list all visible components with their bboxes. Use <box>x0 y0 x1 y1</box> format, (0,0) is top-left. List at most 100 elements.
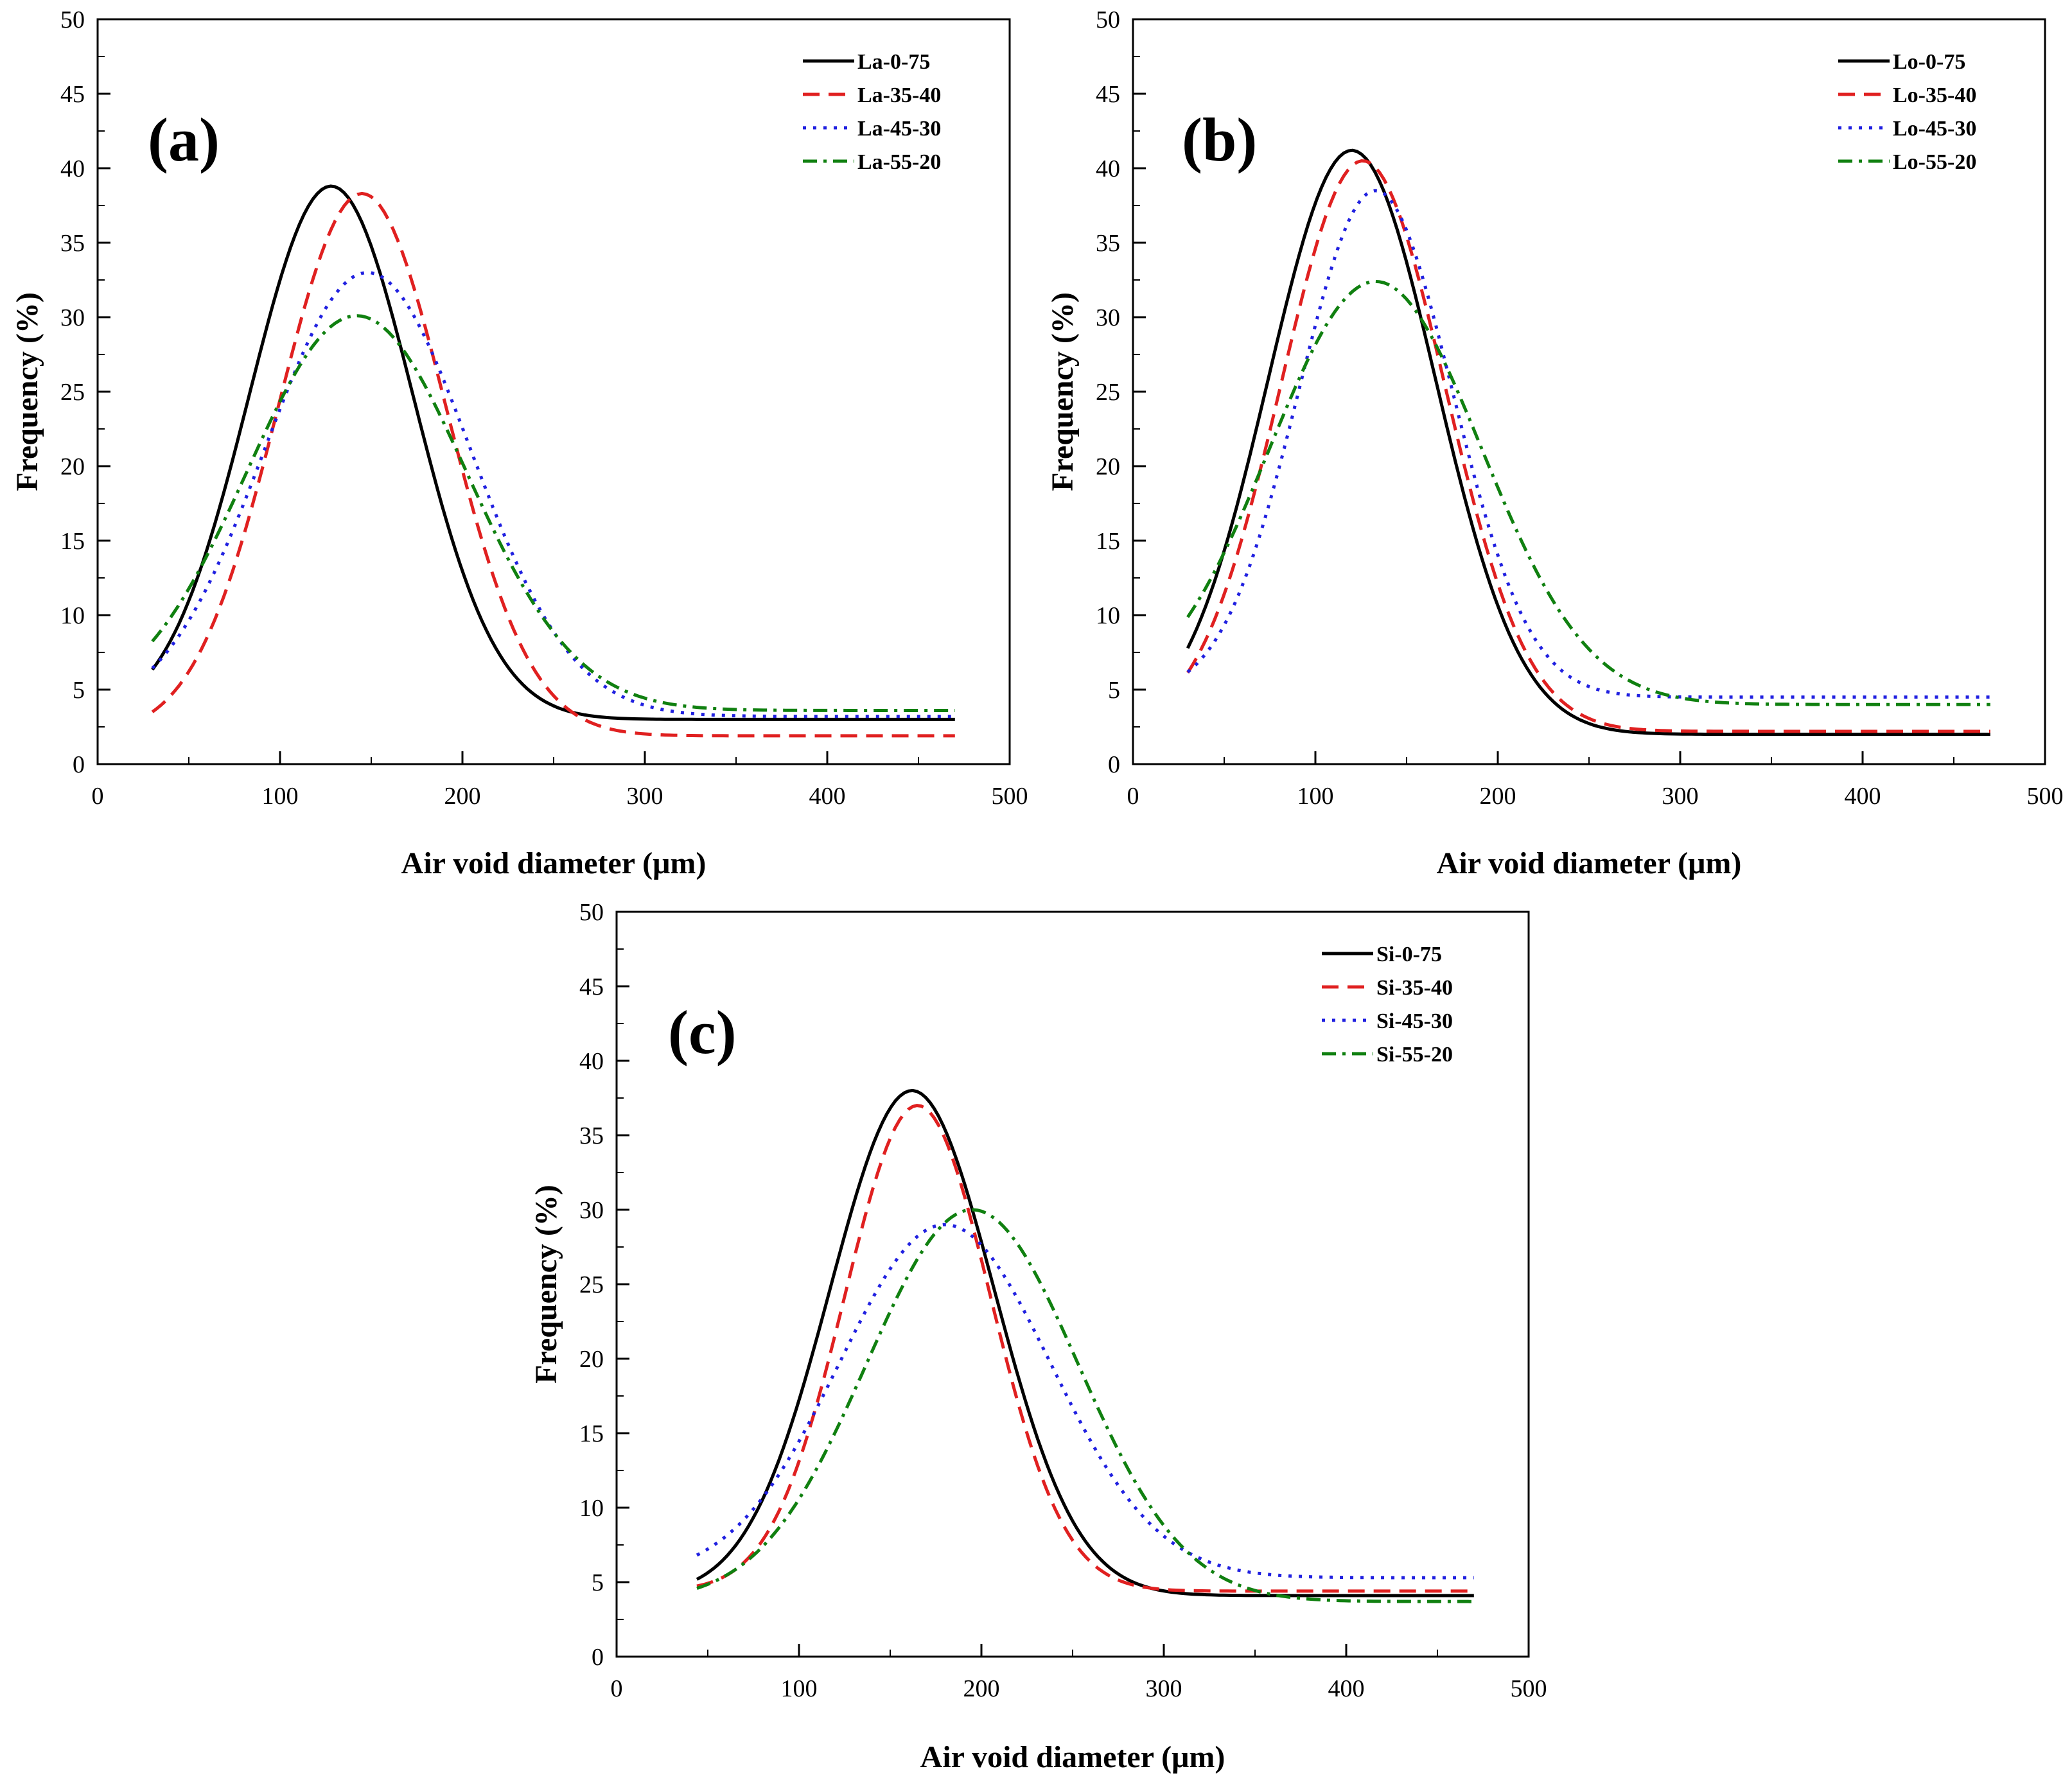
legend: Si-0-75 Si-35-40 Si-45-30 Si-55-20 <box>1322 943 1453 1067</box>
legend-entry: Si-45-30 <box>1376 1009 1453 1033</box>
legend-entry: La-35-40 <box>857 83 941 107</box>
y-tick-label: 15 <box>60 528 85 555</box>
series-layer <box>1186 148 1990 737</box>
y-tick-label: 15 <box>1096 528 1120 555</box>
series-layer <box>696 1088 1474 1603</box>
panel-b: 0 5 10 15 20 25 30 35 40 45 50 0 100 200 300 400 500 (b… <box>1046 6 2064 880</box>
x-axis-title: Air void diameter (μm) <box>920 1740 1225 1774</box>
y-tick-label: 50 <box>1096 6 1120 33</box>
legend-entry: Lo-0-75 <box>1893 50 1965 74</box>
legend: La-0-75 La-35-40 La-45-30 La-55-20 <box>803 50 941 174</box>
legend-entry: Lo-45-30 <box>1893 117 1976 141</box>
y-tick-label: 5 <box>592 1569 604 1596</box>
y-axis-ticks: 0 5 10 15 20 25 30 35 40 45 50 <box>579 899 629 1671</box>
x-tick-label: 0 <box>611 1675 623 1702</box>
x-tick-label: 200 <box>963 1675 1000 1702</box>
legend: Lo-0-75 Lo-35-40 Lo-45-30 Lo-55-20 <box>1838 50 1976 174</box>
y-tick-label: 40 <box>579 1048 604 1075</box>
y-tick-label: 20 <box>60 453 85 480</box>
panel-label: (a) <box>148 105 220 174</box>
x-tick-label: 0 <box>92 783 104 810</box>
x-tick-label: 200 <box>444 783 481 810</box>
legend-entry: Si-55-20 <box>1376 1043 1453 1067</box>
series-line-Si-45-30 <box>696 1223 1474 1580</box>
y-tick-label: 35 <box>579 1122 604 1149</box>
series-layer <box>151 184 955 738</box>
panel-label: (c) <box>668 998 737 1067</box>
y-axis-ticks: 0 5 10 15 20 25 30 35 40 45 50 <box>1096 6 1146 778</box>
y-tick-label: 0 <box>1108 751 1120 778</box>
legend-entry: La-0-75 <box>857 50 930 74</box>
legend-entry: Si-0-75 <box>1376 943 1442 966</box>
series-line-Lo-45-30 <box>1186 189 1990 699</box>
series-line-La-0-75 <box>151 184 955 721</box>
series-line-Lo-35-40 <box>1186 159 1990 733</box>
series-line-Lo-55-20 <box>1186 279 1990 706</box>
panel-c: 0 5 10 15 20 25 30 35 40 45 50 0 100 200 300 400 500 (c… <box>529 899 1547 1774</box>
y-tick-label: 20 <box>1096 453 1120 480</box>
y-tick-label: 50 <box>60 6 85 33</box>
legend-entry: La-55-20 <box>857 150 941 174</box>
y-tick-label: 35 <box>1096 230 1120 257</box>
x-tick-label: 300 <box>627 783 663 810</box>
series-line-Lo-0-75 <box>1186 148 1990 737</box>
y-tick-label: 0 <box>592 1644 604 1671</box>
y-tick-label: 45 <box>1096 81 1120 108</box>
x-tick-label: 400 <box>809 783 846 810</box>
y-tick-label: 30 <box>1096 304 1120 331</box>
y-tick-label: 30 <box>579 1197 604 1224</box>
series-line-La-35-40 <box>151 191 955 738</box>
y-tick-label: 40 <box>1096 155 1120 182</box>
y-axis-title: Frequency (%) <box>529 1185 563 1384</box>
x-tick-label: 100 <box>781 1675 818 1702</box>
y-tick-label: 35 <box>60 230 85 257</box>
panel-a: 0 5 10 15 20 25 30 35 40 45 50 0 100 200 300 400 500 (a… <box>10 6 1028 880</box>
series-line-La-55-20 <box>151 314 955 712</box>
x-tick-label: 500 <box>2027 783 2064 810</box>
y-tick-label: 45 <box>60 81 85 108</box>
y-tick-label: 25 <box>579 1271 604 1298</box>
legend-entry: La-45-30 <box>857 117 941 141</box>
x-tick-label: 300 <box>1662 783 1699 810</box>
x-tick-label: 400 <box>1328 1675 1365 1702</box>
x-axis-ticks: 0 100 200 300 400 500 <box>1127 751 2064 810</box>
y-tick-label: 25 <box>1096 379 1120 406</box>
x-tick-label: 500 <box>1511 1675 1547 1702</box>
y-tick-label: 10 <box>1096 602 1120 629</box>
y-axis-title: Frequency (%) <box>1046 292 1080 491</box>
series-line-Si-0-75 <box>696 1088 1474 1598</box>
series-line-Si-35-40 <box>696 1104 1474 1593</box>
y-axis-ticks: 0 5 10 15 20 25 30 35 40 45 50 <box>60 6 110 778</box>
panel-label: (b) <box>1182 105 1257 174</box>
x-axis-title: Air void diameter (μm) <box>1437 846 1742 880</box>
x-tick-label: 100 <box>1297 783 1334 810</box>
y-tick-label: 45 <box>579 973 604 1000</box>
x-tick-label: 200 <box>1480 783 1516 810</box>
x-axis-ticks: 0 100 200 300 400 500 <box>92 751 1028 810</box>
x-axis-title: Air void diameter (μm) <box>401 846 707 880</box>
x-tick-label: 0 <box>1127 783 1139 810</box>
y-tick-label: 10 <box>579 1495 604 1522</box>
series-line-La-45-30 <box>151 270 955 719</box>
y-tick-label: 5 <box>1108 677 1120 704</box>
y-tick-label: 20 <box>579 1346 604 1373</box>
legend-entry: Lo-35-40 <box>1893 83 1976 107</box>
y-tick-label: 5 <box>73 677 85 704</box>
y-tick-label: 25 <box>60 379 85 406</box>
series-line-Si-55-20 <box>696 1208 1474 1603</box>
x-tick-label: 500 <box>992 783 1028 810</box>
y-tick-label: 30 <box>60 304 85 331</box>
y-tick-label: 50 <box>579 899 604 926</box>
x-tick-label: 400 <box>1845 783 1881 810</box>
x-axis-ticks: 0 100 200 300 400 500 <box>611 1644 1547 1702</box>
x-tick-label: 100 <box>262 783 299 810</box>
y-tick-label: 0 <box>73 751 85 778</box>
x-tick-label: 300 <box>1146 1675 1182 1702</box>
legend-entry: Si-35-40 <box>1376 976 1453 1000</box>
legend-entry: Lo-55-20 <box>1893 150 1976 174</box>
y-tick-label: 40 <box>60 155 85 182</box>
y-tick-label: 15 <box>579 1420 604 1447</box>
y-axis-title: Frequency (%) <box>10 292 44 491</box>
y-tick-label: 10 <box>60 602 85 629</box>
